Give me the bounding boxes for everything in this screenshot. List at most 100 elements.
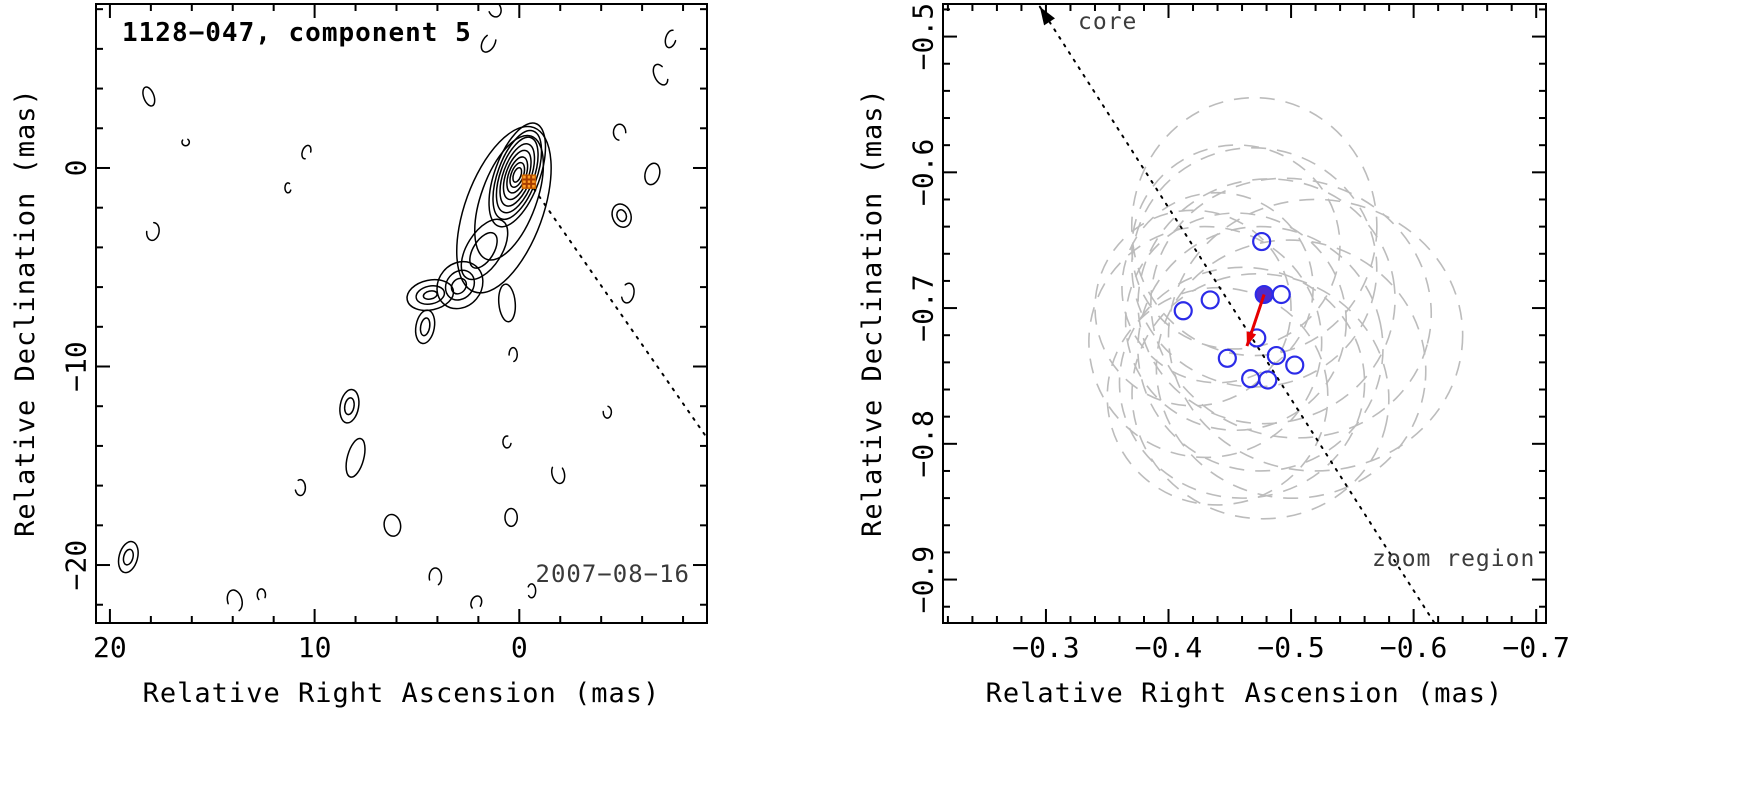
noise-contour [508,346,519,363]
beam-ellipse [1106,286,1329,506]
jet-contour [455,125,552,294]
jet-contour [415,285,446,306]
x-tick-label: 0 [511,631,528,664]
noise-contour [612,123,627,141]
jet-contours [406,125,552,345]
noise-contour [644,162,661,186]
y-tick-label: −0.5 [907,3,940,70]
beam-ellipse [1124,212,1348,432]
epoch-points [1173,231,1305,390]
noise-contour [339,388,360,424]
beam-ellipse [1131,144,1341,350]
epoch-point [1241,369,1261,389]
noise-contour [181,137,191,147]
x-tick-label: −0.5 [1257,631,1324,664]
beam-ellipse [1094,209,1292,407]
jet-contour [460,218,509,281]
beam-ellipse [1121,191,1314,384]
contour-map-axes: 20 10 0 0 −10 −20 [60,3,708,664]
noise-contours [117,5,677,613]
x-tick-label: −0.4 [1135,631,1202,664]
beam-ellipse [1155,239,1427,500]
noise-contour [616,209,628,223]
beam-ellipse [1131,146,1378,388]
jet-contour [406,278,455,312]
jet-contour [444,269,476,301]
jet-contour [497,283,517,323]
epoch-point [1217,348,1237,368]
x-tick-label: 20 [93,631,127,664]
noise-contour [301,144,312,160]
x-tick-label: −0.3 [1012,631,1079,664]
x-tick-label: 10 [298,631,332,664]
jet-contour [474,134,545,261]
noise-contour [502,435,512,449]
epoch-point [1200,290,1220,310]
core-annotation: core [1078,9,1138,35]
core-arrowhead [1039,6,1055,26]
zoom-xaxis-title: Relative Right Ascension (mas) [985,678,1504,709]
source-title: 1128−047, component 5 [122,18,472,48]
x-tick-label: −0.6 [1380,631,1447,664]
noise-contour [122,548,134,566]
jet-direction-line [527,180,706,439]
core-contour [512,166,523,183]
noise-contour [142,86,156,107]
core-contour [488,122,547,228]
epoch-point [1266,345,1286,366]
noise-contour [145,221,160,242]
zoom-yaxis-title: Relative Declination (mas) [857,88,888,537]
contour-map-frame [95,3,708,624]
beam-ellipse [1118,266,1366,499]
epoch-point [1285,355,1305,375]
y-tick-label: −20 [60,540,93,591]
epoch-point [1258,370,1278,390]
y-tick-label: −10 [60,341,93,392]
jet-contour [414,309,436,345]
proper-motion-arrowhead [1246,331,1257,347]
contour-yaxis-title: Relative Declination (mas) [10,88,41,537]
zoom-region-annotation: zoom region [1372,546,1536,572]
noise-contour [652,63,669,86]
y-tick-label: −0.6 [907,139,940,206]
contour-map-content [117,5,706,613]
beam-ellipse [1137,225,1384,472]
jet-contour [469,231,498,269]
noise-contour [343,397,355,416]
y-tick-label: −0.8 [907,410,940,477]
component-marker [521,174,537,189]
contour-xaxis-title: Relative Right Ascension (mas) [142,678,661,709]
x-tick-label: −0.7 [1502,631,1569,664]
jet-contour [419,317,431,337]
noise-contour [620,282,635,304]
noise-contour [117,540,139,574]
noise-contour [294,478,307,497]
epoch-point [1252,231,1272,252]
noise-contour [550,463,566,485]
zoom-plot-axes: −0.3 −0.4 −0.5 −0.6 −0.7 −0.5 −0.6 −0.7 −0.8 −0.9 [907,3,1570,664]
beam-ellipse [1088,225,1323,459]
noise-contour [611,203,632,229]
noise-contour [226,589,244,613]
beam-ellipse [1130,96,1378,357]
noise-contour [602,405,613,419]
noise-contour [428,567,443,587]
zoom-plot-content [1038,5,1464,622]
noise-contour [504,507,519,528]
y-tick-label: −0.7 [907,274,940,341]
noise-contour [480,33,497,53]
jet-contour [422,290,438,300]
noise-contour [345,437,366,478]
noise-contour [383,513,402,537]
beam-ellipse [1137,178,1396,425]
jet-contour [436,260,484,310]
beam-ellipse [1167,198,1464,472]
noise-contour [470,595,483,611]
zoom-plot-frame [942,3,1547,624]
epoch-date-label: 2007−08−16 [535,560,690,588]
noise-contour [256,588,267,602]
y-tick-label: 0 [60,160,93,177]
component-marker-square [521,174,537,189]
